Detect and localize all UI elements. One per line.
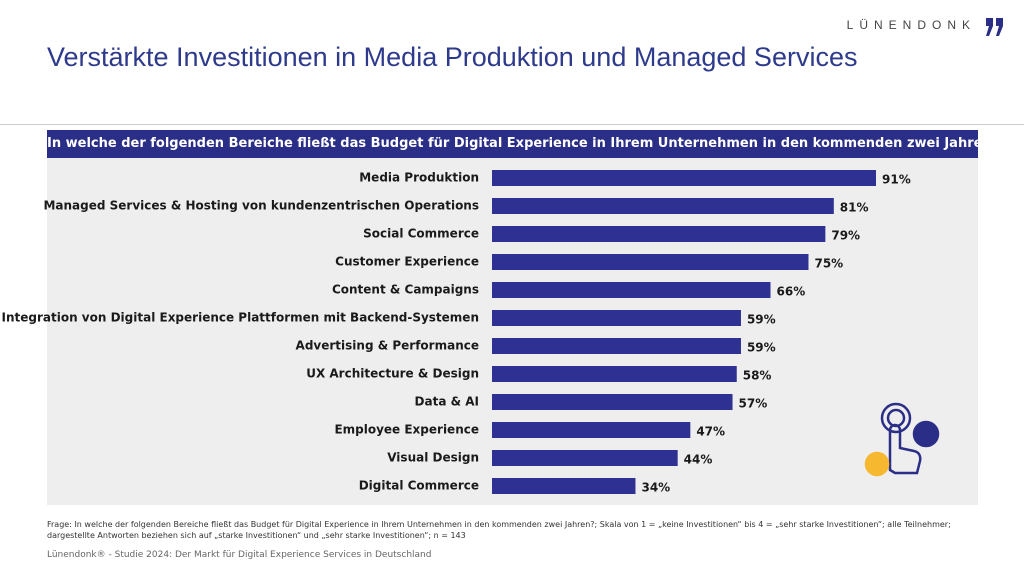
value-label: 66% xyxy=(777,285,806,299)
category-label: Employee Experience xyxy=(334,423,479,437)
value-label: 79% xyxy=(831,229,860,243)
bar xyxy=(492,450,678,466)
value-label: 34% xyxy=(641,481,670,495)
bar xyxy=(492,422,691,438)
bar xyxy=(492,478,636,494)
bar xyxy=(492,310,741,326)
category-label: Integration von Digital Experience Platt… xyxy=(2,311,480,325)
slide-title: Verstärkte Investitionen in Media Produk… xyxy=(47,42,858,72)
bar xyxy=(492,394,733,410)
category-label: Advertising & Performance xyxy=(296,339,479,353)
bar xyxy=(492,254,809,270)
bar xyxy=(492,338,741,354)
bar xyxy=(492,226,826,242)
value-label: 81% xyxy=(840,201,869,215)
bar xyxy=(492,198,834,214)
category-label: UX Architecture & Design xyxy=(306,367,479,381)
value-label: 59% xyxy=(747,313,776,327)
value-label: 57% xyxy=(739,397,768,411)
value-label: 44% xyxy=(684,453,713,467)
category-label: Customer Experience xyxy=(335,255,479,269)
logo-mark xyxy=(986,18,1003,36)
divider xyxy=(0,124,1024,125)
logo: LÜNENDONK xyxy=(846,18,976,32)
category-label: Content & Campaigns xyxy=(332,283,479,297)
icon xyxy=(864,402,940,477)
value-label: 58% xyxy=(743,369,772,383)
value-label: 59% xyxy=(747,341,776,355)
category-label: Managed Services & Hosting von kundenzen… xyxy=(43,199,479,213)
value-label: 75% xyxy=(814,257,843,271)
category-label: Media Produktion xyxy=(359,171,479,185)
source: Lünendonk® - Studie 2024: Der Markt für … xyxy=(47,550,432,560)
category-label: Digital Commerce xyxy=(359,479,479,493)
bar xyxy=(492,282,771,298)
category-label: Visual Design xyxy=(387,451,479,465)
bar xyxy=(492,170,876,186)
chart-panel xyxy=(47,158,978,505)
bar xyxy=(492,366,737,382)
value-label: 47% xyxy=(696,425,725,439)
question-banner: In welche der folgenden Bereiche fließt … xyxy=(47,130,999,158)
category-label: Data & AI xyxy=(415,395,479,409)
value-label: 91% xyxy=(882,173,911,187)
category-label: Social Commerce xyxy=(363,227,479,241)
footnote: Frage: In welche der folgenden Bereiche … xyxy=(47,520,951,540)
